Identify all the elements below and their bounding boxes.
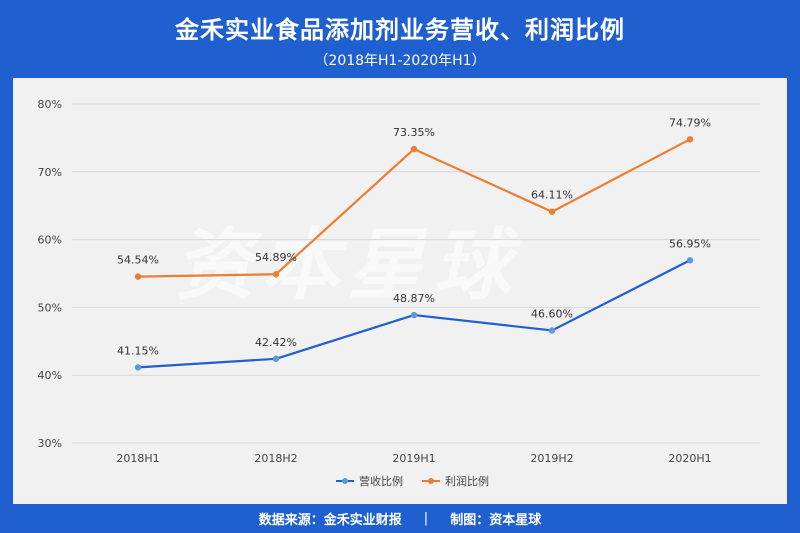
y-tick-label: 40% [38,369,62,382]
data-label: 48.87% [393,292,435,305]
watermark: 资本星球 [172,220,535,311]
data-label: 56.95% [669,237,711,250]
data-point [134,364,142,371]
data-point [410,145,418,153]
data-point [272,355,280,362]
data-point [134,273,142,280]
y-tick-label: 80% [38,98,62,111]
legend-marker [342,478,348,484]
footer-separator: | [423,511,429,526]
data-label: 54.89% [255,251,297,264]
x-tick-label: 2018H1 [116,452,159,465]
data-point [410,311,418,319]
data-label: 73.35% [393,126,435,139]
data-label: 64.11% [531,189,573,202]
y-tick-label: 60% [38,234,62,247]
data-point [548,327,556,334]
x-tick-label: 2019H1 [392,452,435,465]
data-point [548,208,556,215]
legend-label: 利润比例 [445,474,489,488]
y-tick-label: 50% [38,301,62,314]
chart-maker: 制图：资本星球 [450,513,542,528]
data-label: 54.54% [117,254,159,267]
data-point [686,136,694,143]
legend-label: 营收比例 [359,474,403,488]
y-tick-label: 70% [38,166,62,179]
data-label: 41.15% [117,344,159,357]
data-point [272,271,280,278]
chart-panel [13,78,787,504]
footer-banner: 数据来源：金禾实业财报 | 制图：资本星球 [0,504,800,533]
legend-marker [428,478,434,484]
chart-title: 金禾实业食品添加剂业务营收、利润比例 [175,16,625,44]
x-tick-label: 2018H2 [254,452,297,465]
data-label: 74.79% [669,116,711,129]
x-tick-label: 2019H2 [530,452,573,465]
chart-subtitle: （2018年H1-2020年H1） [314,53,486,69]
data-label: 42.42% [255,336,297,349]
data-label: 46.60% [531,307,573,320]
header-banner: 金禾实业食品添加剂业务营收、利润比例 （2018年H1-2020年H1） [0,0,800,78]
x-tick-label: 2020H1 [668,452,711,465]
data-point [686,257,694,264]
y-tick-label: 30% [38,437,62,450]
data-source: 数据来源：金禾实业财报 [258,513,402,528]
